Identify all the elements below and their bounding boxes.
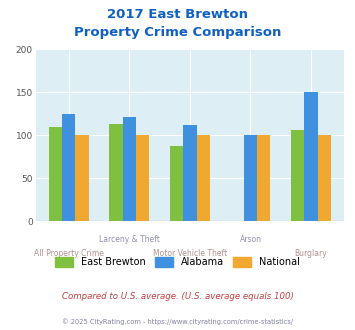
Bar [291, 130, 304, 221]
Bar [123, 117, 136, 221]
Text: Arson: Arson [240, 235, 262, 244]
Bar [304, 91, 318, 221]
Bar [170, 147, 183, 221]
Text: Motor Vehicle Theft: Motor Vehicle Theft [153, 249, 227, 258]
Text: © 2025 CityRating.com - https://www.cityrating.com/crime-statistics/: © 2025 CityRating.com - https://www.city… [62, 318, 293, 325]
Bar [136, 135, 149, 221]
Bar [318, 135, 331, 221]
Bar [244, 135, 257, 221]
Bar [257, 135, 271, 221]
Bar [109, 124, 123, 221]
Text: Burglary: Burglary [295, 249, 327, 258]
Bar [197, 135, 210, 221]
Text: Larceny & Theft: Larceny & Theft [99, 235, 160, 244]
Text: All Property Crime: All Property Crime [34, 249, 104, 258]
Text: 2017 East Brewton: 2017 East Brewton [107, 8, 248, 21]
Bar [49, 127, 62, 221]
Bar [76, 135, 89, 221]
Bar [62, 114, 76, 221]
Text: Property Crime Comparison: Property Crime Comparison [74, 26, 281, 39]
Bar [183, 125, 197, 221]
Legend: East Brewton, Alabama, National: East Brewton, Alabama, National [55, 257, 300, 267]
Text: Compared to U.S. average. (U.S. average equals 100): Compared to U.S. average. (U.S. average … [61, 292, 294, 301]
